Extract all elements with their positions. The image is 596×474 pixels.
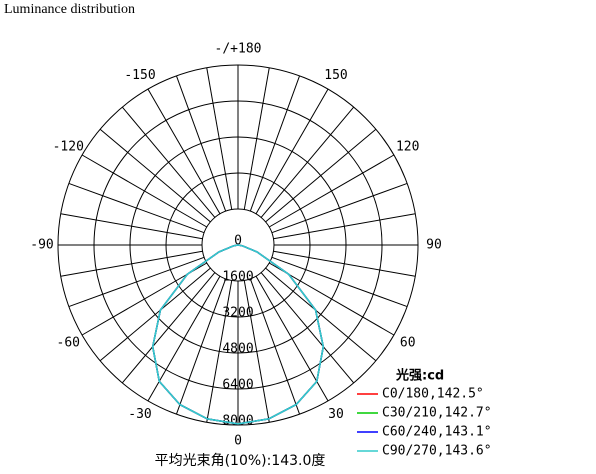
grid-ring: [57, 64, 419, 426]
r-tick-label: 6400: [222, 378, 253, 393]
grid-ring: [129, 136, 347, 354]
angle-tick-label: -150: [124, 68, 155, 83]
angle-tick-label: -/+180: [215, 42, 262, 57]
r-tick-label: 1600: [222, 270, 253, 285]
legend-title: 光强:cd: [395, 368, 444, 384]
angle-tick-label: 90: [426, 238, 442, 253]
series-line: [151, 244, 325, 425]
footer: 平均光束角(10%):143.0度: [155, 453, 326, 469]
r-tick-label: 4800: [222, 342, 253, 357]
r-tick-label: 3200: [222, 306, 253, 321]
chart-title: Luminance distribution: [4, 2, 135, 17]
legend-label: C0/180,142.5°: [382, 387, 484, 402]
angle-tick-label: -120: [53, 140, 84, 155]
legend-label: C90/270,143.6°: [382, 444, 492, 459]
legend-label: C30/210,142.7°: [382, 406, 492, 421]
angle-tick-label: -30: [128, 407, 151, 422]
legend-label: C60/240,143.1°: [382, 425, 492, 440]
grid-ring: [93, 100, 383, 390]
grid-ring: [165, 172, 311, 318]
angle-tick-label: 150: [324, 68, 347, 83]
angle-tick-label: -60: [57, 336, 80, 351]
grid-ring: [201, 208, 275, 282]
r-tick-label: 8000: [222, 414, 253, 429]
r-tick-label: 0: [234, 234, 242, 249]
angle-tick-label: 30: [328, 407, 344, 422]
angle-tick-label: -90: [30, 238, 53, 253]
angle-tick-label: 120: [396, 140, 419, 155]
angle-tick-label: 60: [400, 336, 416, 351]
angle-tick-label: 0: [234, 434, 242, 449]
